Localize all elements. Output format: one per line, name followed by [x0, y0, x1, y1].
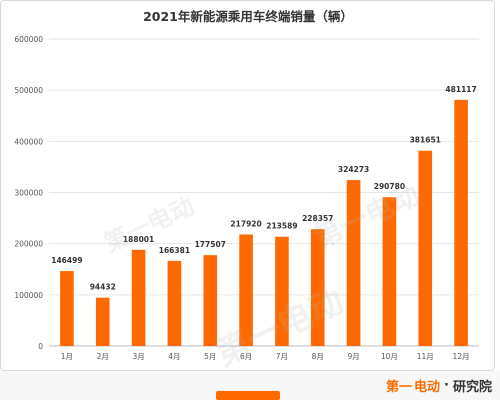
- bar: [167, 260, 182, 346]
- data-label: 481117: [445, 85, 476, 94]
- bar: [346, 180, 361, 346]
- bar: [203, 255, 218, 346]
- x-tick-label: 9月: [347, 352, 359, 361]
- bar: [131, 249, 146, 346]
- data-label: 146499: [51, 256, 82, 265]
- data-label: 324273: [338, 165, 369, 174]
- y-tick-label: 0: [38, 342, 43, 351]
- y-tick-label: 300000: [14, 189, 43, 198]
- x-axis-ticks: 1月 2月 3月 4月 5月 6月 7月 8月 9月 10月 11月 12月: [61, 352, 470, 361]
- brand-dot: ·: [444, 378, 449, 393]
- x-tick-label: 10月: [381, 352, 398, 361]
- x-tick-label: 4月: [168, 352, 180, 361]
- bar-chart: 2021年新能源乘用车终端销量（辆） 0 100000 200000 300000 40…: [14, 9, 479, 361]
- data-label: 177507: [195, 240, 226, 249]
- brand-part2: 电动: [414, 380, 441, 395]
- bar: [95, 297, 110, 346]
- bar: [454, 99, 468, 347]
- page-indicator[interactable]: [216, 391, 280, 400]
- data-label: 381651: [410, 136, 441, 145]
- bars: [60, 99, 468, 347]
- bar: [310, 229, 325, 346]
- data-label: 166381: [159, 246, 190, 255]
- data-labels: 146499 94432 188001 166381 177507 217920 21358…: [51, 85, 476, 292]
- data-label: 217920: [230, 219, 261, 228]
- x-tick-label: 11月: [417, 352, 434, 361]
- x-tick-label: 5月: [204, 352, 216, 361]
- bar: [275, 236, 289, 346]
- y-tick-label: 400000: [14, 137, 43, 146]
- y-axis-ticks: 0 100000 200000 300000 400000 500000 600000: [14, 35, 43, 351]
- bar: [418, 150, 433, 346]
- data-label: 94432: [90, 283, 116, 292]
- bar: [60, 271, 74, 346]
- brand-part1: 第一: [386, 380, 413, 395]
- x-tick-label: 6月: [240, 352, 252, 361]
- y-tick-label: 600000: [14, 35, 43, 44]
- x-tick-label: 2月: [97, 352, 109, 361]
- y-tick-label: 200000: [14, 240, 43, 249]
- grid-lines: [49, 38, 479, 347]
- x-tick-label: 7月: [276, 352, 288, 361]
- data-label: 290780: [374, 182, 405, 191]
- bar: [382, 197, 397, 346]
- y-tick-label: 100000: [14, 291, 43, 300]
- x-tick-label: 3月: [132, 352, 144, 361]
- x-tick-label: 1月: [61, 352, 73, 361]
- chart-frame: 2021年新能源乘用车终端销量（辆） 0 100000 200000 300000 40…: [0, 0, 495, 371]
- y-tick-label: 500000: [14, 86, 43, 95]
- x-tick-label: 8月: [312, 352, 324, 361]
- brand-part3: 研究院: [452, 380, 492, 395]
- data-label: 228357: [302, 214, 333, 223]
- brand-logo: 第一 电动 · 研究院: [386, 376, 492, 395]
- bar: [239, 234, 253, 346]
- x-tick-label: 12月: [453, 352, 470, 361]
- data-label: 188001: [123, 235, 154, 244]
- chart-title: 2021年新能源乘用车终端销量（辆）: [143, 9, 353, 24]
- data-label: 213589: [266, 222, 297, 231]
